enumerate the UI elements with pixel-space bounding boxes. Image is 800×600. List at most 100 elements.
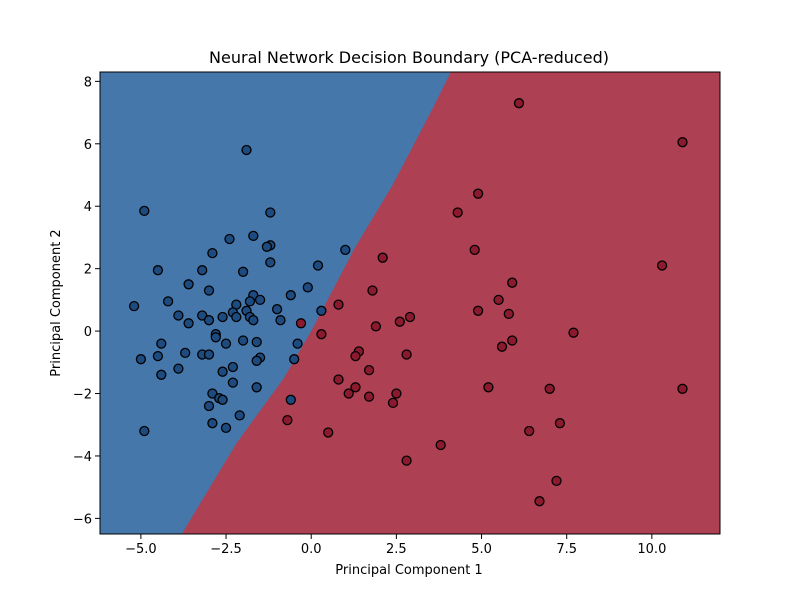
data-point-class-1 [387,397,399,409]
y-tick-label: 2 [84,263,92,278]
data-point-class-1 [483,382,494,393]
data-point-class-1 [394,316,405,327]
data-point-class-0 [139,425,150,437]
data-point-class-1 [370,321,382,332]
data-point-class-1 [350,350,361,362]
data-point-class-0 [197,310,208,321]
data-point-class-0 [265,257,276,268]
data-point-class-0 [234,410,245,421]
data-point-class-0 [207,247,218,259]
data-point-class-0 [152,265,164,276]
data-point-class-0 [227,377,239,388]
data-point-class-0 [248,230,259,242]
data-point-class-1 [435,439,446,451]
data-point-class-0 [241,144,252,156]
x-axis-label: Principal Component 1 [335,563,482,578]
data-point-class-0 [340,244,351,256]
x-tick-label: 7.5 [556,542,577,557]
data-point-class-0 [285,290,296,301]
data-point-class-0 [207,388,218,399]
data-point-class-1 [377,252,388,263]
data-point-class-0 [251,355,262,366]
data-point-class-0 [203,349,215,360]
data-point-class-0 [203,315,215,326]
data-point-class-1 [496,341,508,352]
region-class-0 [100,72,451,534]
data-point-class-1 [656,260,668,271]
y-tick-label: 6 [84,138,92,153]
data-point-class-0 [128,300,140,312]
x-tick-label: 0.0 [301,542,322,557]
data-point-class-0 [275,315,286,326]
data-point-class-0 [152,350,164,362]
data-point-class-1 [316,329,327,340]
data-point-class-0 [220,422,232,434]
data-point-class-0 [183,279,194,290]
data-point-class-1 [367,285,378,296]
data-point-class-1 [350,382,361,393]
data-point-class-1 [333,374,344,385]
data-point-class-0 [285,394,296,405]
x-tick-label: 10.0 [637,542,666,557]
data-point-class-1 [391,388,402,399]
data-point-class-0 [197,265,208,276]
data-point-class-1 [404,311,416,323]
data-point-class-1 [343,388,354,399]
data-point-class-0 [156,369,167,380]
y-tick-label: −4 [73,450,92,465]
x-tick-label: 5.0 [471,542,492,557]
data-point-class-0 [203,285,215,296]
data-point-class-0 [316,305,327,316]
data-point-class-0 [183,318,194,329]
data-point-class-1 [677,137,688,148]
data-point-class-0 [289,354,300,365]
data-point-class-1 [363,364,375,376]
data-point-class-1 [452,207,463,218]
data-point-class-1 [401,455,412,466]
data-point-class-1 [524,425,535,437]
data-point-class-0 [217,394,228,405]
data-point-class-1 [554,418,566,429]
plot-area [99,71,721,535]
data-point-class-0 [203,400,215,412]
y-axis-label: Principal Component 2 [49,229,64,376]
data-point-class-1 [469,244,480,256]
data-point-class-1 [282,414,293,426]
y-tick-label: −6 [73,512,92,527]
data-point-class-0 [173,310,184,321]
chart-title: Neural Network Decision Boundary (PCA-re… [209,48,609,67]
data-point-class-1 [503,308,514,320]
plot-frame [99,71,721,535]
data-point-class-0 [210,332,221,343]
data-point-class-0 [251,382,262,393]
data-point-class-0 [135,354,147,365]
x-tick-label: −5.0 [125,542,157,557]
data-point-class-0 [237,266,249,277]
data-point-class-0 [248,315,259,326]
data-point-class-0 [162,296,174,307]
data-point-class-0 [312,260,324,271]
data-point-class-1 [544,383,555,394]
x-axis-ticks: −5.0 −2.5 0.0 2.5 5.0 7.5 10.0 [125,534,666,557]
data-point-class-1 [472,188,484,199]
data-point-class-1 [363,391,375,402]
data-point-class-1 [677,383,688,394]
data-point-class-0 [251,336,262,348]
x-tick-label: −2.5 [210,542,242,557]
y-axis-ticks: −6 −4 −2 0 2 4 6 8 [73,75,100,527]
data-point-class-0 [254,294,266,306]
data-point-class-0 [217,366,228,377]
data-point-class-1 [513,98,525,109]
data-point-class-0 [139,205,150,217]
data-point-class-0 [292,338,303,349]
data-point-class-0 [224,233,235,245]
x-tick-label: 2.5 [386,542,407,557]
data-point-class-0 [227,361,239,373]
y-tick-label: 0 [84,325,92,340]
data-point-class-0 [302,282,313,293]
data-point-class-0 [237,335,249,346]
data-point-class-1 [472,305,484,316]
data-point-class-0 [271,304,283,315]
data-point-class-0 [207,418,218,429]
